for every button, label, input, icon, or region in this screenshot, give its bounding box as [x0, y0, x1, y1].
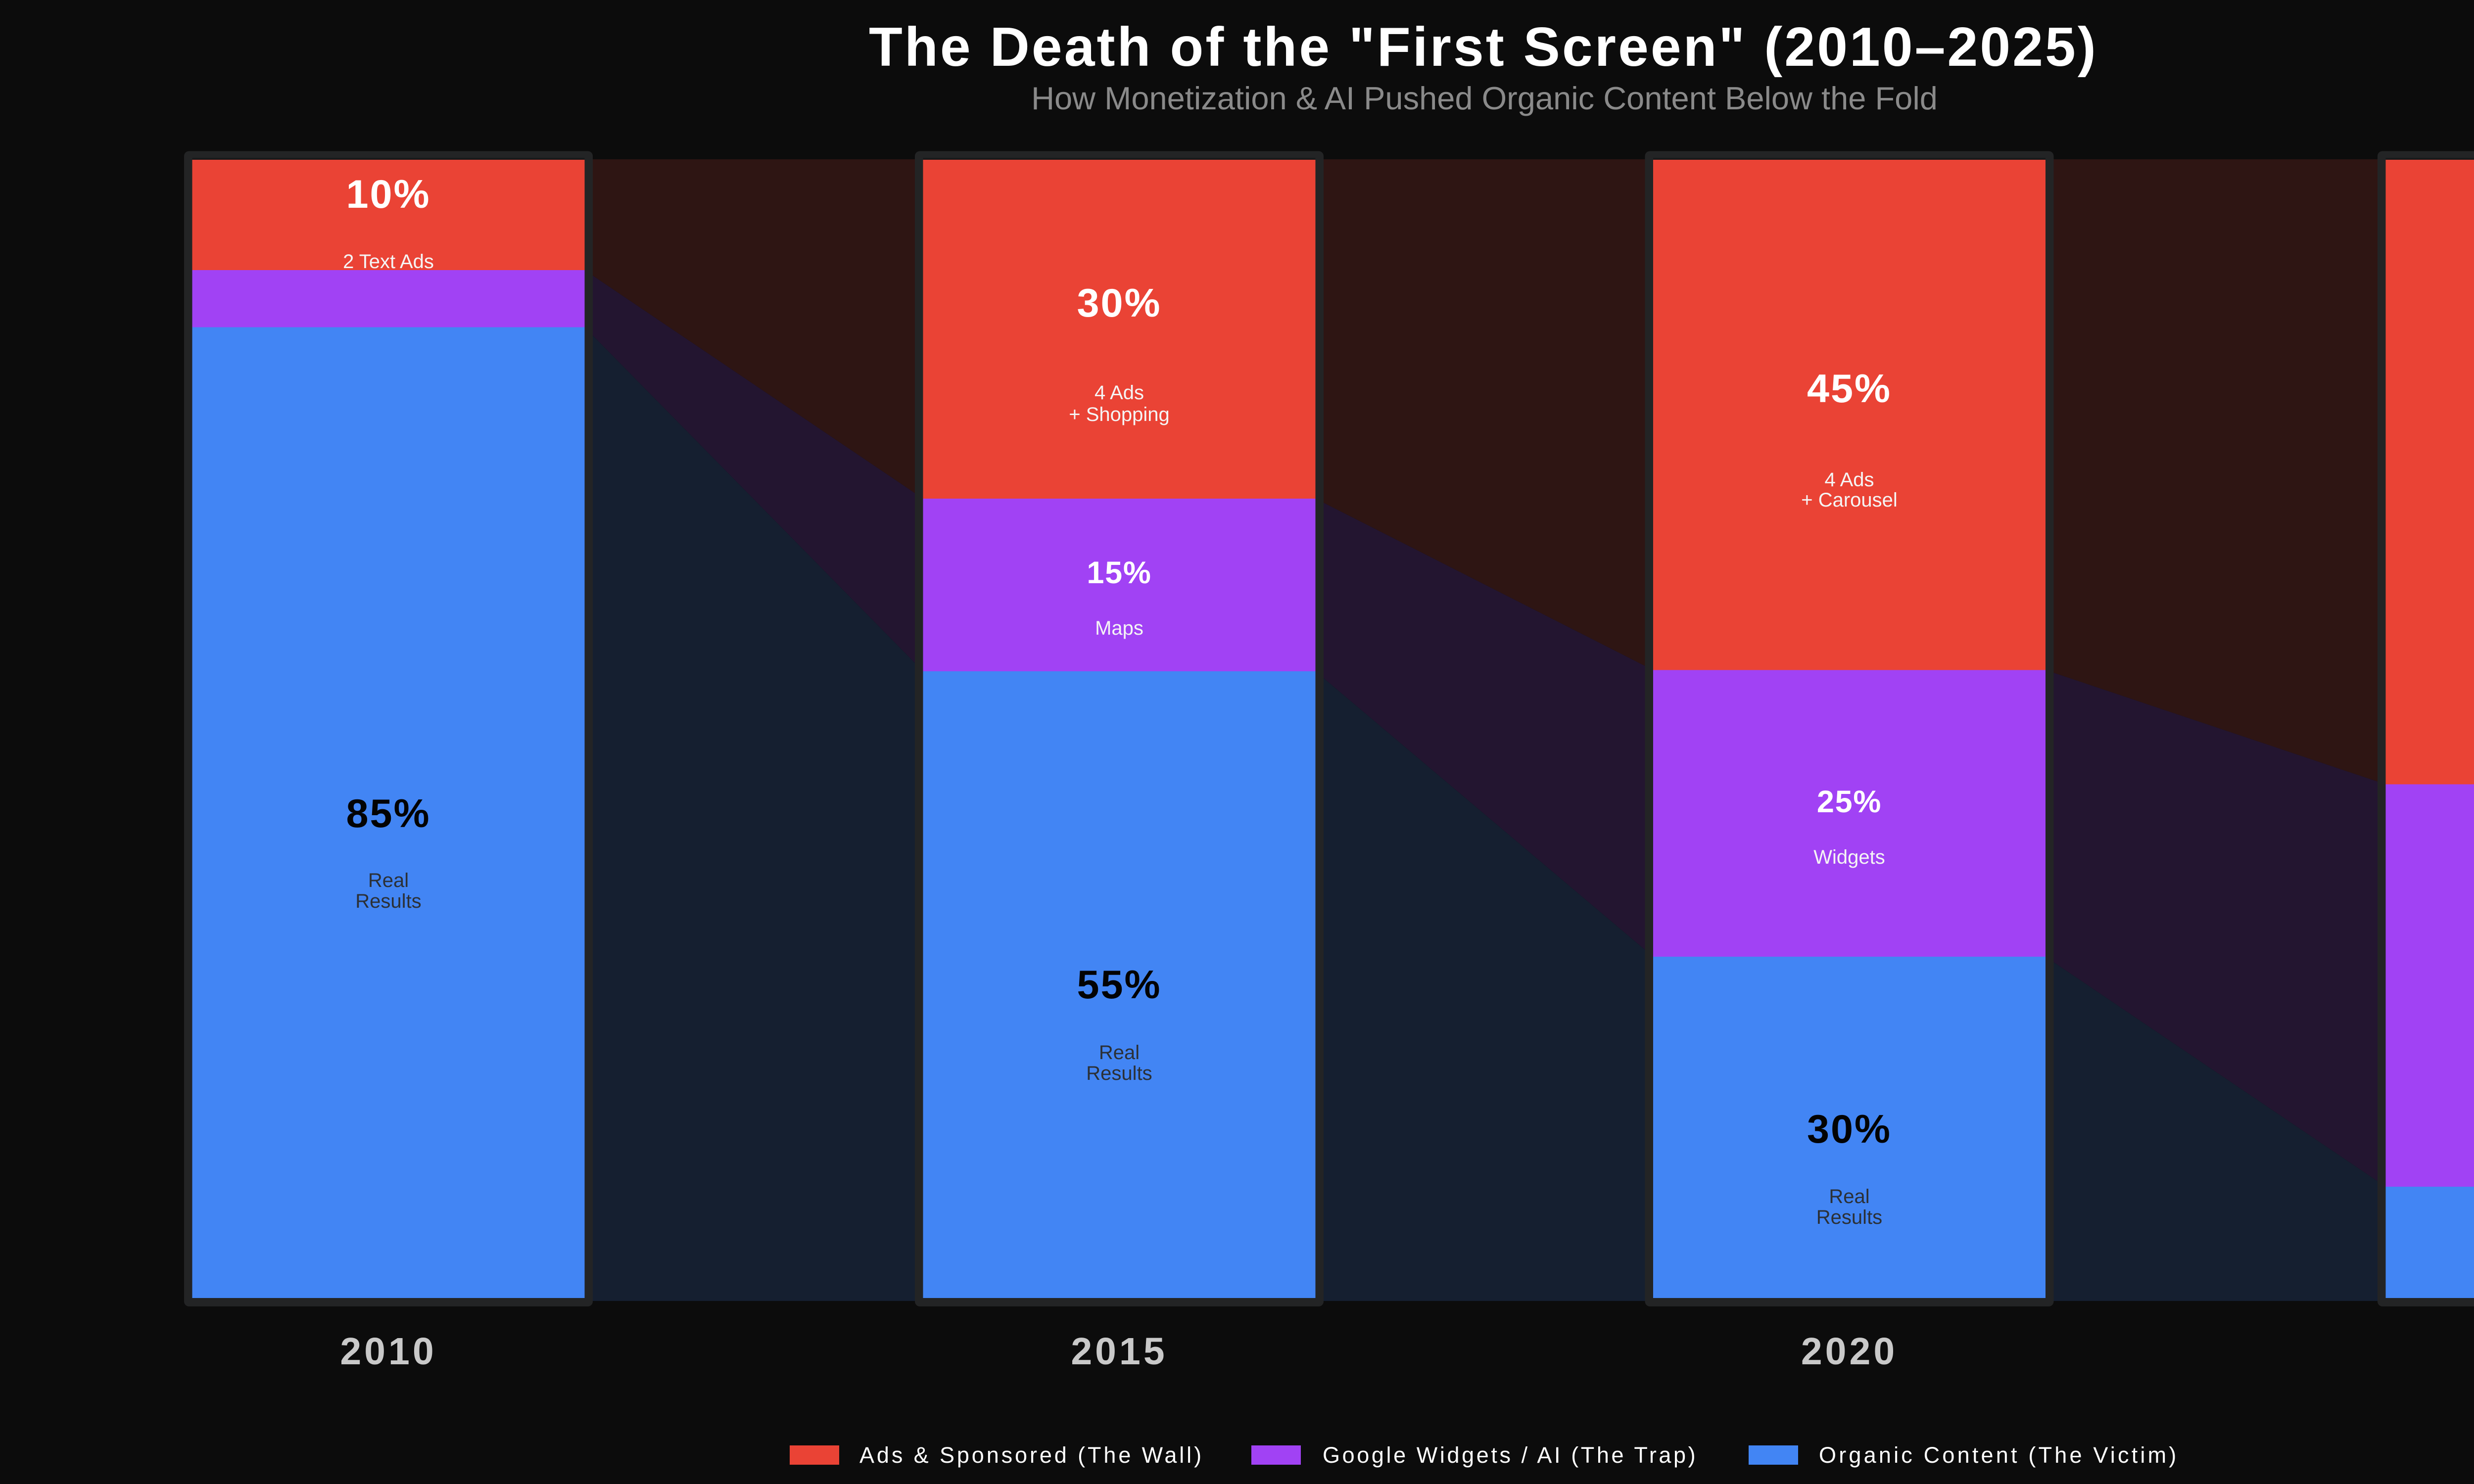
svg-text:4 Ads: 4 Ads	[1824, 469, 1874, 491]
svg-text:Real: Real	[1099, 1042, 1140, 1064]
svg-text:Real: Real	[1829, 1186, 1869, 1207]
svg-text:2015: 2015	[1071, 1330, 1167, 1373]
svg-text:+ Shopping: + Shopping	[1069, 404, 1170, 425]
svg-text:The Death of the "First Screen: The Death of the "First Screen" (2010–20…	[869, 16, 2098, 78]
svg-text:30%: 30%	[1077, 281, 1161, 325]
svg-text:Results: Results	[355, 890, 421, 912]
svg-text:2020: 2020	[1801, 1330, 1898, 1373]
svg-text:Results: Results	[1086, 1063, 1152, 1084]
svg-text:15%: 15%	[1087, 556, 1151, 590]
svg-text:2010: 2010	[340, 1330, 436, 1373]
svg-text:45%: 45%	[1807, 367, 1892, 411]
svg-text:Widgets: Widgets	[1813, 846, 1885, 868]
svg-text:Results: Results	[1816, 1206, 1882, 1228]
svg-text:Maps: Maps	[1095, 617, 1143, 639]
svg-text:55%: 55%	[1077, 963, 1161, 1007]
svg-text:10%: 10%	[346, 172, 430, 217]
svg-text:85%: 85%	[346, 791, 430, 836]
svg-text:Organic Content (The Victim): Organic Content (The Victim)	[1819, 1442, 2179, 1468]
svg-text:2 Text Ads: 2 Text Ads	[343, 251, 434, 273]
svg-text:How Monetization & AI Pushed O: How Monetization & AI Pushed Organic Con…	[1031, 80, 1938, 116]
svg-text:Ads & Sponsored (The Wall): Ads & Sponsored (The Wall)	[859, 1442, 1204, 1468]
svg-text:Real: Real	[368, 870, 409, 891]
svg-text:25%: 25%	[1817, 785, 1882, 819]
svg-text:Google Widgets / AI (The Trap): Google Widgets / AI (The Trap)	[1323, 1442, 1698, 1468]
svg-text:4 Ads: 4 Ads	[1094, 382, 1144, 404]
svg-text:30%: 30%	[1807, 1107, 1892, 1152]
svg-text:+ Carousel: + Carousel	[1801, 489, 1898, 511]
